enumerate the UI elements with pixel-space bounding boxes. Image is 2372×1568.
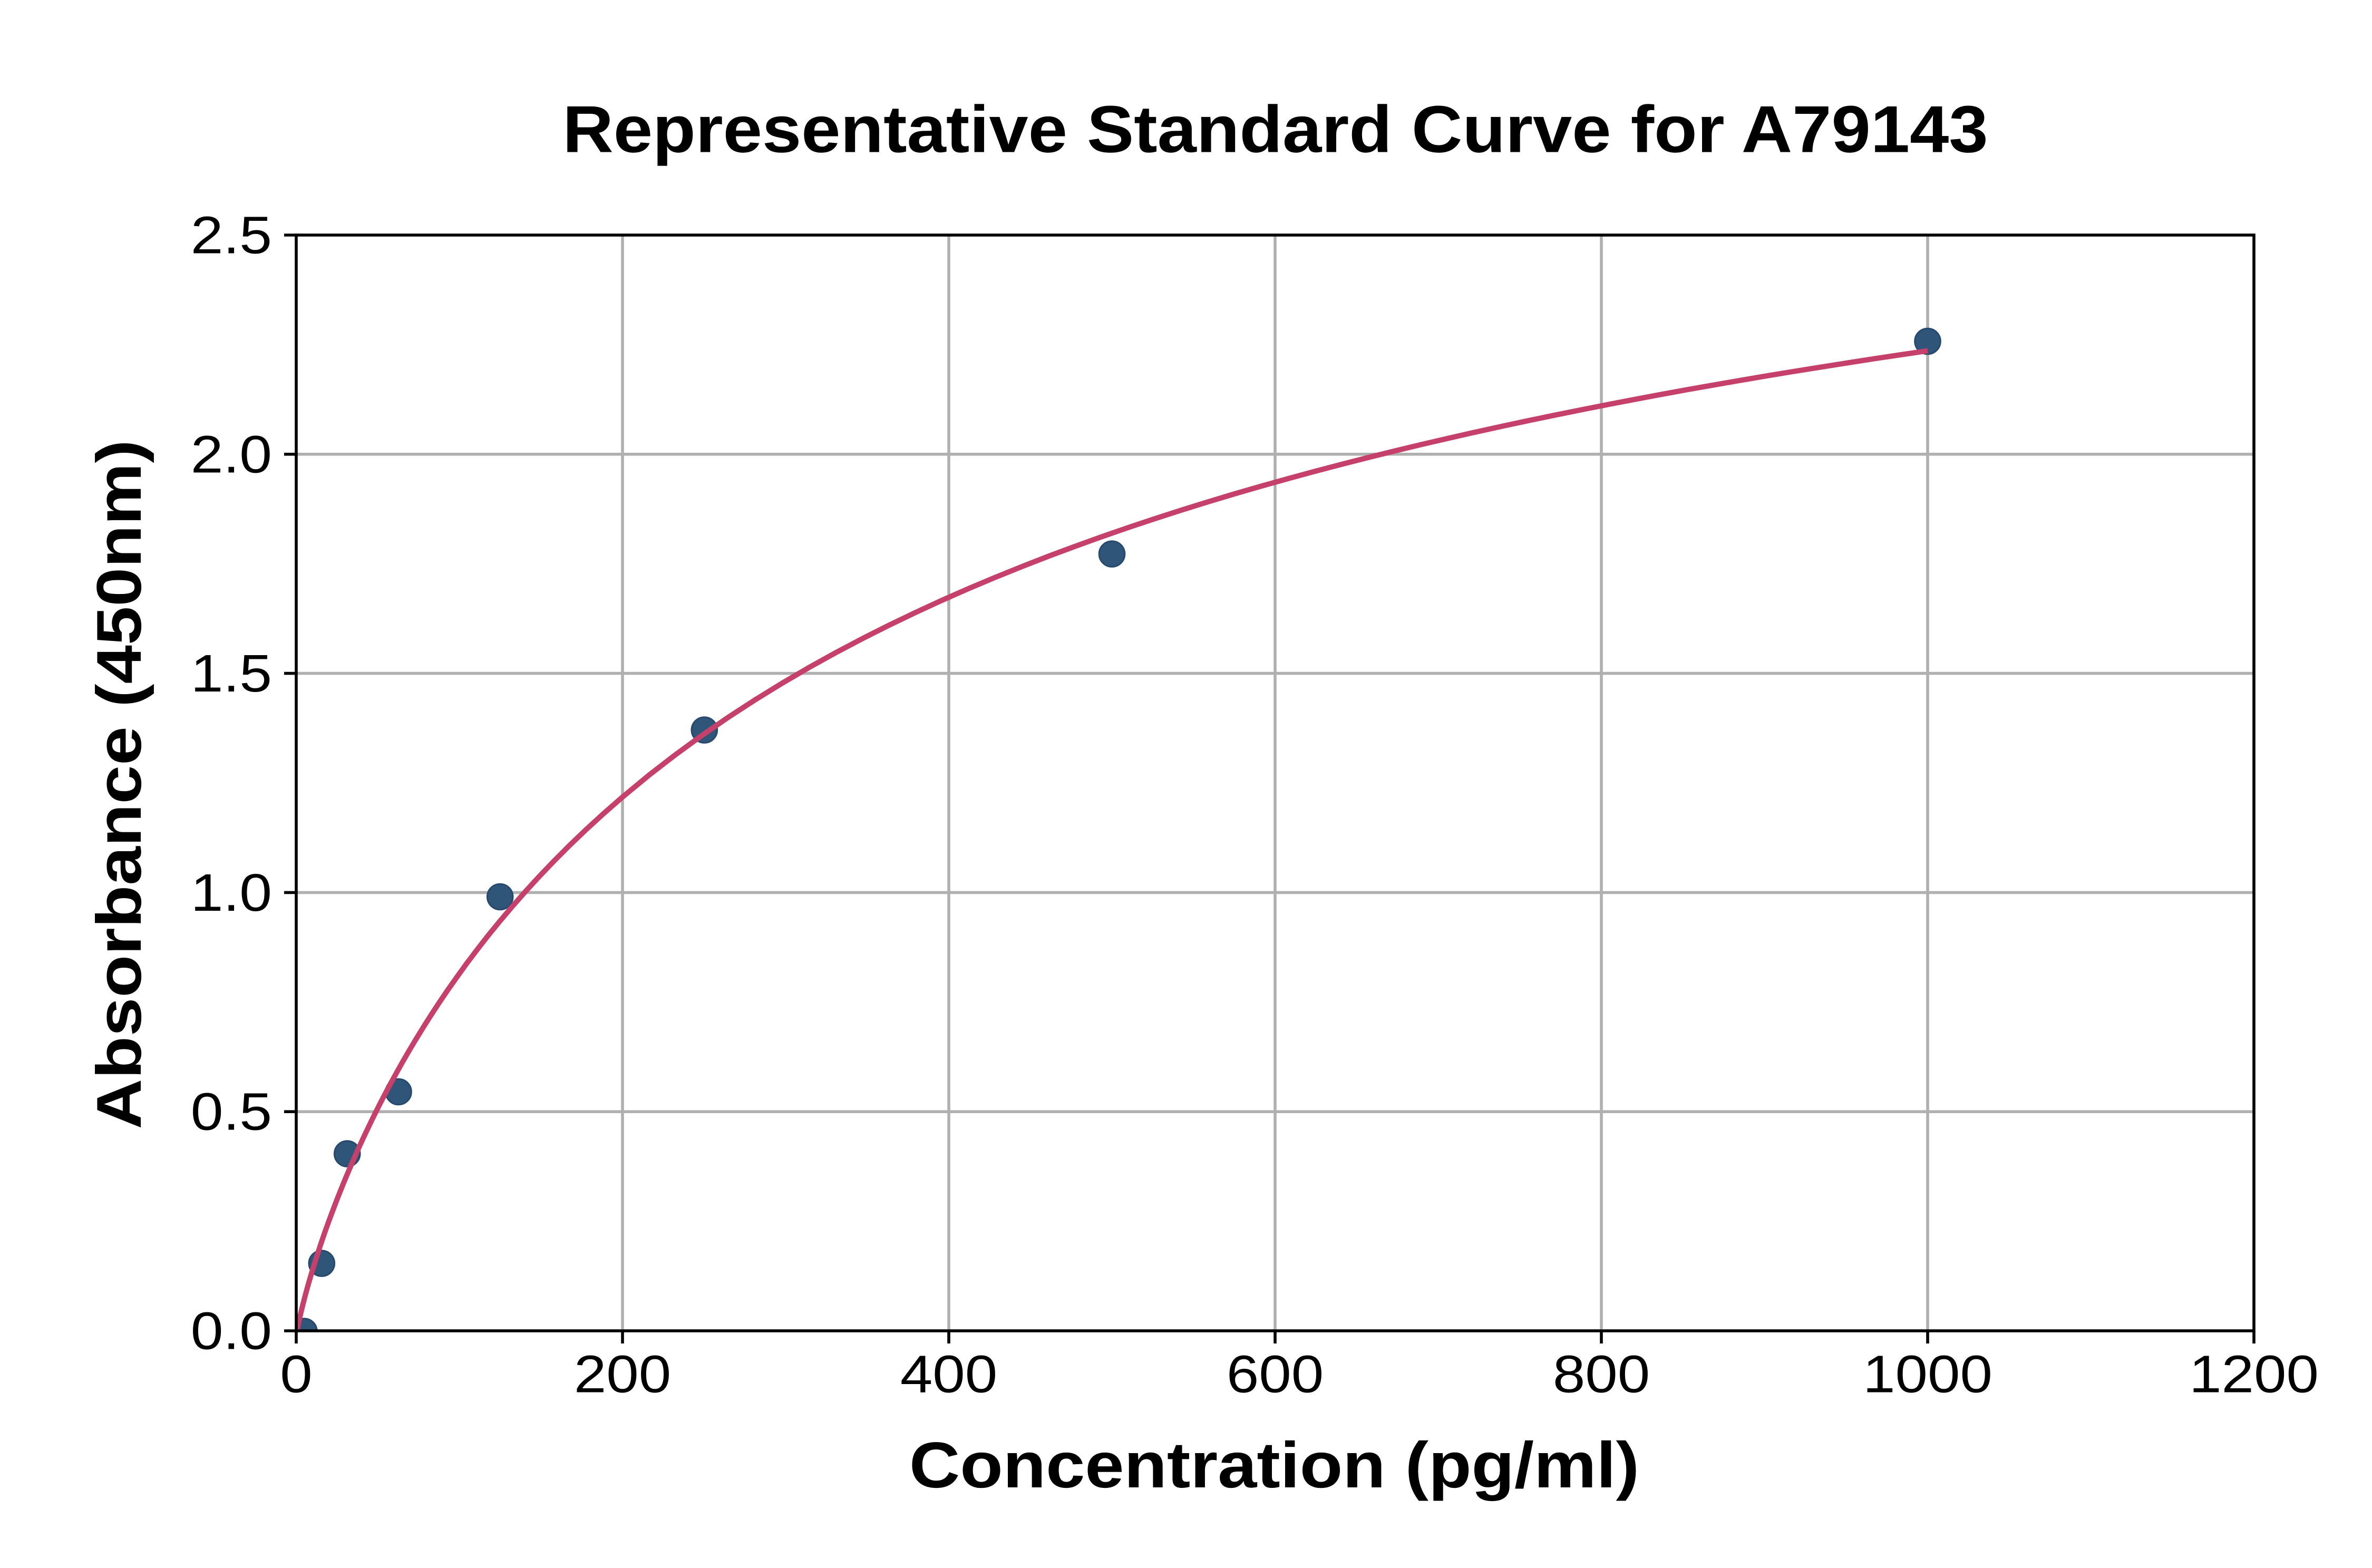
svg-text:2.5: 2.5 bbox=[191, 206, 272, 265]
svg-text:400: 400 bbox=[900, 1345, 997, 1404]
svg-text:0: 0 bbox=[280, 1345, 312, 1404]
svg-text:1200: 1200 bbox=[2189, 1345, 2319, 1404]
svg-text:200: 200 bbox=[574, 1345, 671, 1404]
svg-text:Concentration (pg/ml): Concentration (pg/ml) bbox=[909, 1429, 1639, 1502]
svg-text:Representative Standard Curve: Representative Standard Curve for A79143 bbox=[562, 92, 1988, 167]
svg-text:1.5: 1.5 bbox=[191, 644, 272, 703]
svg-text:1000: 1000 bbox=[1863, 1345, 1992, 1404]
svg-text:1.0: 1.0 bbox=[191, 863, 272, 922]
svg-text:0.5: 0.5 bbox=[191, 1083, 272, 1142]
svg-text:0.0: 0.0 bbox=[191, 1302, 272, 1361]
svg-text:800: 800 bbox=[1553, 1345, 1650, 1404]
svg-text:600: 600 bbox=[1227, 1345, 1324, 1404]
svg-text:Absorbance (450nm): Absorbance (450nm) bbox=[84, 440, 154, 1129]
svg-text:2.0: 2.0 bbox=[191, 425, 272, 484]
